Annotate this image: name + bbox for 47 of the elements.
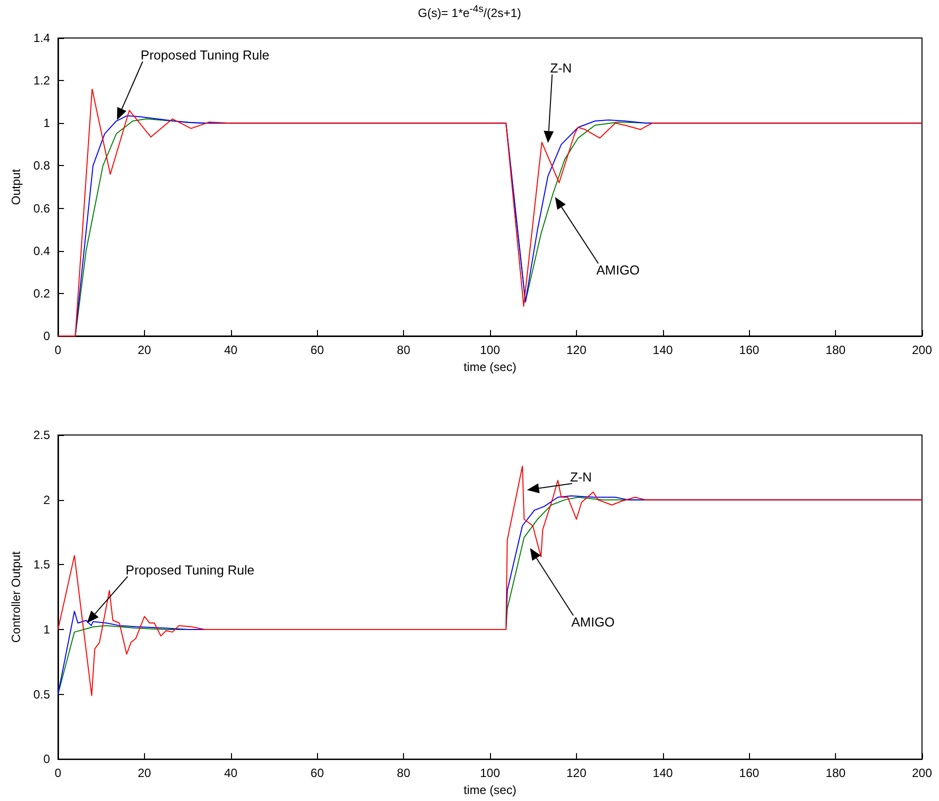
- annotation: Z-N: [570, 470, 592, 484]
- x-tick-label: 20: [138, 766, 152, 780]
- x-tick-label: 100: [480, 766, 500, 780]
- x-tick-label: 0: [54, 766, 62, 780]
- y-tick-label: 2.5: [33, 428, 50, 442]
- x-tick-label: 160: [739, 343, 760, 357]
- x-tick-label: 160: [739, 766, 760, 780]
- annotation: AMIGO: [596, 262, 640, 278]
- x-tick-label: 180: [826, 766, 846, 780]
- y-tick-label: 1.2: [33, 74, 50, 88]
- x-tick-label: 40: [224, 343, 238, 357]
- y-tick-label: 2: [43, 492, 50, 507]
- y-tick-label: 0.6: [33, 201, 50, 216]
- y-tick-label: 0.4: [33, 244, 50, 258]
- y-tick-label: 0.8: [33, 158, 50, 173]
- y-tick-label: 1: [43, 622, 50, 636]
- annotation: AMIGO: [571, 614, 615, 630]
- x-tick-label: 180: [826, 343, 846, 357]
- x-tick-label: 120: [566, 343, 587, 357]
- y-tick-label: 0.5: [33, 687, 50, 702]
- annotation: Proposed Tuning Rule: [126, 562, 254, 578]
- x-tick-label: 60: [310, 343, 324, 357]
- x-tick-label: 40: [224, 766, 238, 780]
- x-tick-label: 80: [396, 343, 411, 357]
- x-axis-title: time (sec): [464, 783, 516, 797]
- x-tick-label: 120: [566, 766, 587, 780]
- annotation: Proposed Tuning Rule: [140, 48, 270, 62]
- x-tick-label: 20: [138, 343, 152, 357]
- x-tick-label: 100: [480, 343, 500, 357]
- x-tick-label: 140: [652, 343, 674, 357]
- x-tick-label: 200: [912, 343, 932, 357]
- y-tick-label: 1: [43, 116, 50, 130]
- x-tick-label: 0: [54, 343, 62, 357]
- x-tick-label: 80: [396, 766, 411, 780]
- x-tick-label: 200: [912, 766, 932, 780]
- y-tick-label: 1.5: [33, 558, 50, 572]
- y-tick-label: 0: [43, 329, 50, 343]
- y-axis-title: Output: [9, 168, 23, 206]
- annotation: Z-N: [550, 60, 572, 76]
- y-tick-label: 0.2: [33, 286, 50, 300]
- x-tick-label: 140: [652, 766, 674, 780]
- y-axis-title: Controller Output: [9, 550, 23, 643]
- chart-title: G(s)= 1*e$^{-4s}$/(2s+1): [416, 4, 522, 20]
- x-axis-title: time (sec): [464, 360, 516, 374]
- x-tick-label: 60: [310, 766, 324, 780]
- y-tick-label: 1.4: [33, 31, 50, 45]
- y-tick-label: 0: [43, 752, 50, 766]
